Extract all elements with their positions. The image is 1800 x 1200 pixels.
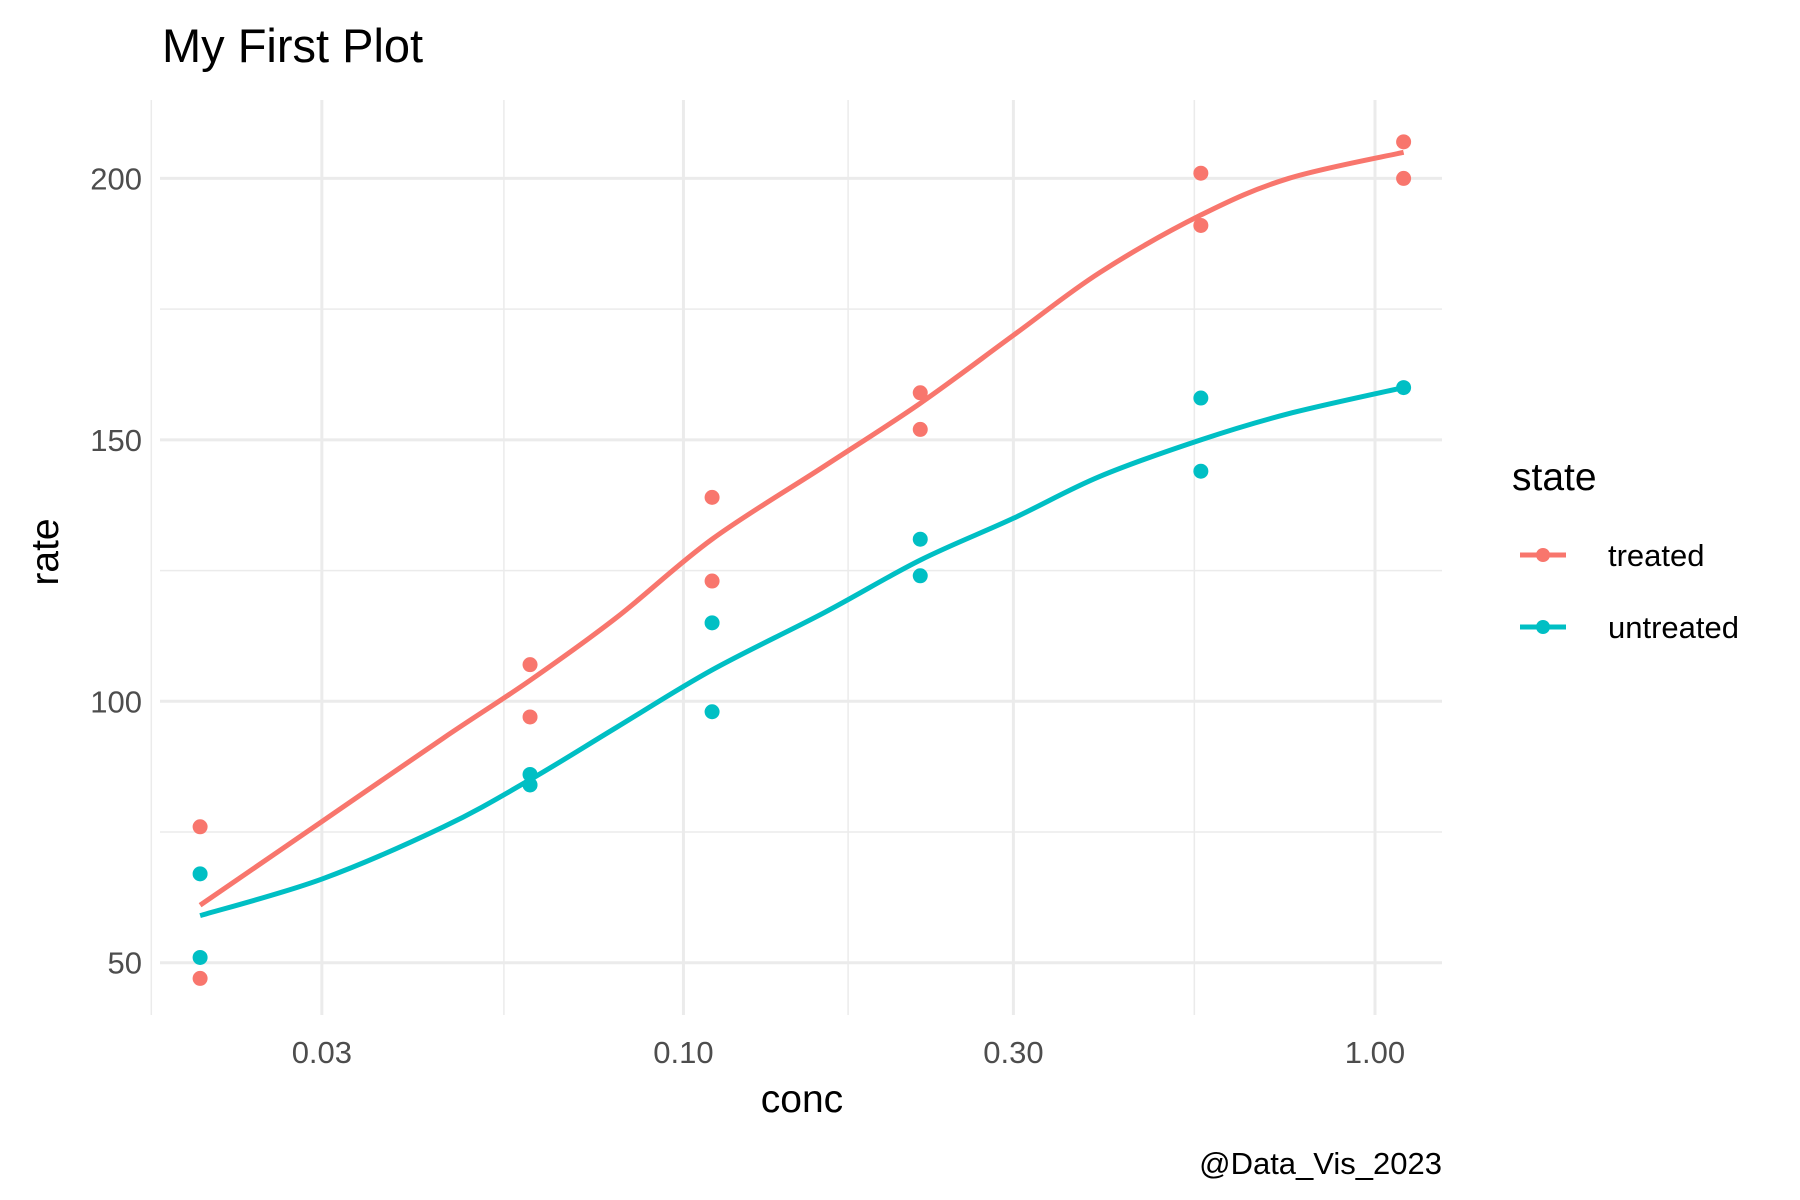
y-tick-labels: 50 100 150 200 [90, 161, 142, 980]
point-untreated-6 [912, 531, 928, 547]
point-untreated-10 [1396, 380, 1412, 396]
legend-dot-untreated [1536, 620, 1550, 634]
point-untreated-1 [192, 949, 208, 965]
point-untreated-0 [192, 866, 208, 882]
y-axis-title: rate [24, 518, 67, 585]
caption: @Data_Vis_2023 [1199, 1146, 1442, 1181]
major-gridlines-y [160, 176, 1442, 965]
point-treated-2 [522, 709, 538, 725]
point-untreated-8 [1193, 463, 1209, 479]
point-treated-4 [704, 573, 720, 589]
y-tick-label-2: 150 [90, 423, 142, 458]
x-tick-label-0: 0.03 [292, 1035, 352, 1070]
point-untreated-3 [522, 766, 538, 782]
y-tick-label-0: 50 [108, 946, 142, 981]
x-tick-label-3: 1.00 [1345, 1035, 1405, 1070]
point-untreated-9 [1193, 390, 1209, 406]
point-treated-6 [912, 385, 928, 401]
legend-key-untreated: untreated [1520, 610, 1739, 645]
legend-dot-treated [1536, 548, 1550, 562]
x-tick-label-2: 0.30 [983, 1035, 1043, 1070]
point-treated-5 [704, 489, 720, 505]
point-untreated-7 [912, 568, 928, 584]
smooth-line-treated [198, 149, 1405, 908]
point-untreated-5 [704, 615, 720, 631]
x-axis-title: conc [761, 1078, 843, 1121]
point-treated-3 [522, 657, 538, 673]
point-untreated-4 [704, 704, 720, 720]
legend: state treated untreated [1512, 456, 1739, 645]
minor-gridlines-y [160, 308, 1442, 833]
x-tick-label-1: 0.10 [653, 1035, 713, 1070]
point-treated-1 [192, 970, 208, 986]
point-treated-10 [1396, 134, 1412, 150]
major-gridlines-x [320, 100, 1377, 1015]
y-tick-label-1: 100 [90, 684, 142, 719]
y-tick-label-3: 200 [90, 161, 142, 196]
point-treated-9 [1193, 165, 1209, 181]
plot-title: My First Plot [162, 19, 423, 72]
point-treated-0 [192, 819, 208, 835]
legend-title: state [1512, 456, 1597, 499]
point-untreated-2 [522, 777, 538, 793]
point-treated-7 [912, 421, 928, 437]
point-treated-11 [1396, 170, 1412, 186]
smooth-line-untreated [199, 385, 1405, 919]
legend-label-untreated: untreated [1608, 610, 1739, 645]
point-treated-8 [1193, 217, 1209, 233]
x-tick-labels: 0.03 0.10 0.30 1.00 [292, 1035, 1405, 1070]
legend-label-treated: treated [1608, 538, 1705, 573]
data-points [192, 134, 1412, 986]
legend-key-treated: treated [1520, 538, 1705, 573]
smooth-lines [198, 149, 1405, 919]
minor-gridlines-x [150, 100, 1196, 1015]
